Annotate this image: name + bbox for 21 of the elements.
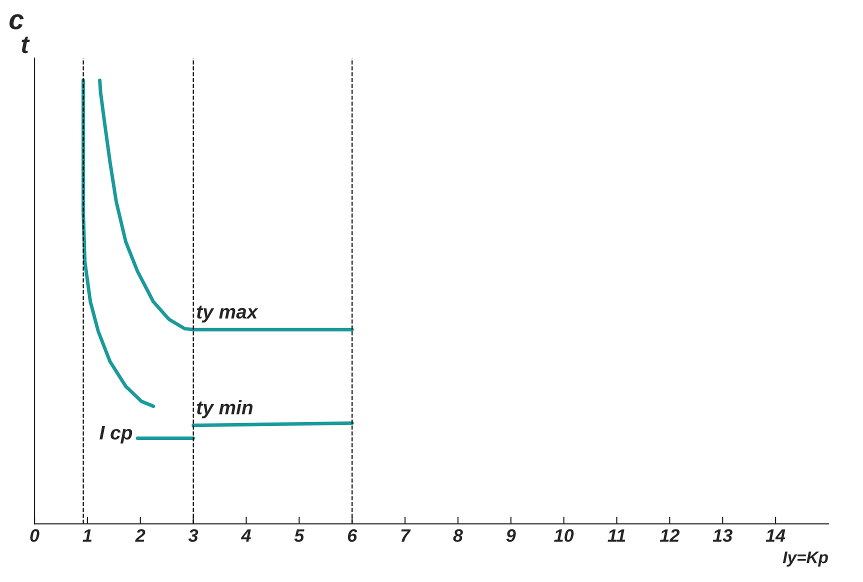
x-tick-label: 6 xyxy=(348,529,358,542)
x-tick-label: 1 xyxy=(82,529,92,542)
x-tick-label: 8 xyxy=(453,529,463,542)
series-label: ty max xyxy=(196,306,258,322)
series-label: ty min xyxy=(196,400,253,418)
x-tick-label: 0 xyxy=(30,529,40,542)
x-tick-label: 5 xyxy=(294,529,304,542)
x-tick-label: 2 xyxy=(135,529,146,542)
y-axis-title: t xyxy=(22,36,30,54)
annotation: I cp xyxy=(100,426,132,444)
x-tick-label: 13 xyxy=(712,529,732,542)
x-tick-label: 4 xyxy=(240,529,251,542)
x-tick-label: 9 xyxy=(506,529,516,542)
x-tick-label: 11 xyxy=(608,529,626,542)
x-axis-title: Iy=Kp xyxy=(782,552,828,567)
x-tick-label: 10 xyxy=(554,529,574,542)
x-tick-label: 12 xyxy=(660,529,680,542)
text: c xyxy=(9,14,24,30)
x-tick-label: 7 xyxy=(401,529,411,542)
x-tick-label: 3 xyxy=(188,529,198,542)
x-tick-label: 14 xyxy=(766,529,786,542)
